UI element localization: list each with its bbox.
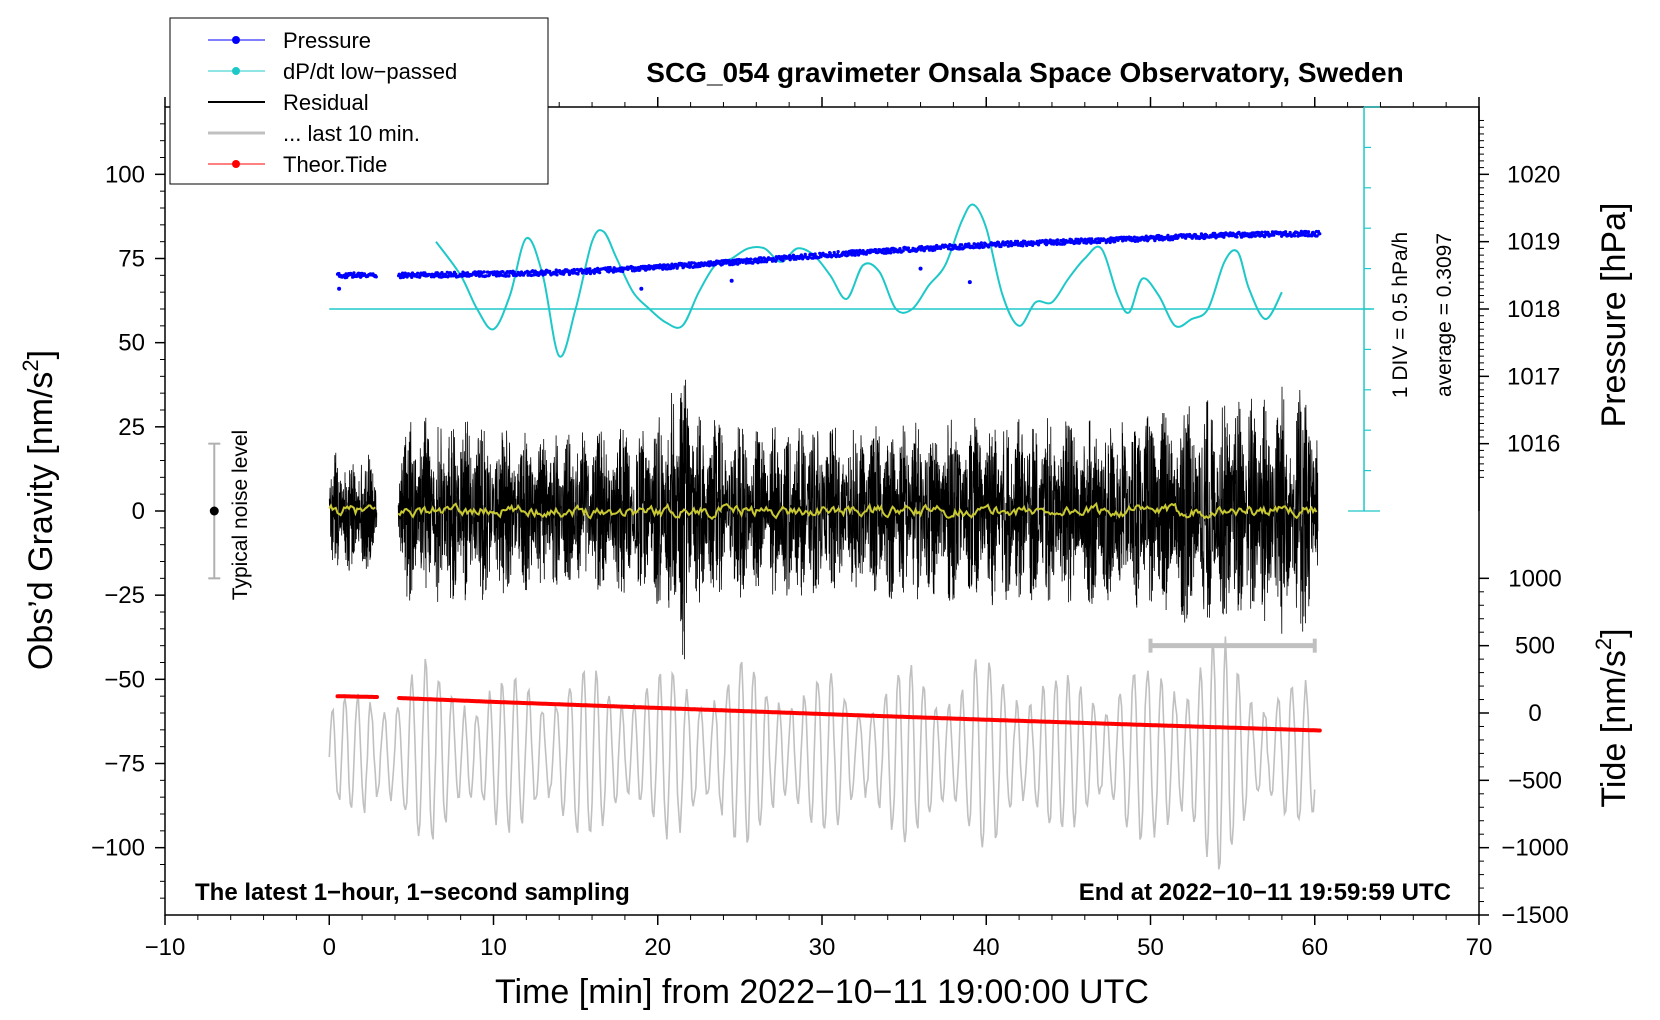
theor-tide-series (335, 694, 1322, 733)
pressure-tick-label: 1019 (1507, 229, 1560, 256)
pressure-tick-label: 1018 (1507, 296, 1560, 323)
tide-axis-label-main: Tide [nm/s (1595, 650, 1633, 807)
running-mean-series (328, 501, 1318, 521)
left-y-axis-label: Obs’d Gravity [nm/s2] (18, 350, 60, 670)
legend-residual-label: Residual (283, 90, 369, 115)
left-y-axis-label-main: Obs’d Gravity [nm/s (22, 372, 60, 671)
pressure-outlier (729, 278, 734, 283)
legend-last10-label: ... last 10 min. (283, 121, 420, 146)
y-tick-label: −75 (104, 751, 145, 778)
x-axis: −10 0 10 20 30 40 50 60 70 (145, 97, 1493, 961)
bottom-left-note: The latest 1−hour, 1−second sampling (195, 879, 630, 906)
running-mean-line (328, 503, 376, 517)
tide-tick-label: −1000 (1501, 835, 1568, 862)
x-axis-label: Time [min] from 2022−10−11 19:00:00 UTC (495, 973, 1149, 1011)
legend-dpdt-dot (232, 67, 240, 75)
x-tick-label: 70 (1466, 934, 1493, 961)
y-tick-label: −100 (91, 835, 145, 862)
auxiliary-marks (208, 106, 1381, 653)
legend-pressure-label: Pressure (283, 28, 371, 53)
y-tick-label: 100 (105, 161, 145, 188)
residual-line (328, 452, 378, 571)
y-tick-label: −50 (104, 666, 145, 693)
dpdt-average-label: average = 0.3097 (1433, 233, 1456, 397)
y-tick-label: 25 (118, 414, 145, 441)
pressure-tick-label: 1017 (1507, 363, 1560, 390)
dpdt-div-label: 1 DIV = 0.5 hPa/h (1389, 232, 1412, 398)
running-mean-line (397, 501, 1318, 521)
legend: Pressure dP/dt low−passed Residual ... l… (169, 17, 549, 185)
bottom-right-note: End at 2022−10−11 19:59:59 UTC (1079, 879, 1451, 906)
pressure-outlier (918, 266, 923, 271)
pressure-tick-label: 1020 (1507, 161, 1560, 188)
x-tick-label: −10 (145, 934, 186, 961)
legend-dpdt-label: dP/dt low−passed (283, 59, 457, 84)
pressure-outlier (639, 286, 644, 291)
pressure-outlier (967, 280, 972, 285)
legend-pressure-dot (232, 36, 240, 44)
x-tick-label: 0 (323, 934, 336, 961)
tide-tick-label: 0 (1528, 700, 1541, 727)
x-tick-label: 40 (973, 934, 1000, 961)
tide-axis-label-sup: 2 (1591, 638, 1616, 650)
y-tick-label: 75 (118, 246, 145, 273)
tide-axis-label: Tide [nm/s2] (1591, 628, 1633, 807)
y-tick-label: 50 (118, 330, 145, 357)
legend-tide-label: Theor.Tide (283, 152, 387, 177)
dpdt-series (435, 203, 1283, 358)
x-tick-label: 20 (644, 934, 671, 961)
noise-center-dot (209, 506, 219, 516)
left-y-axis-label-sup: 2 (18, 359, 43, 371)
theor-tide-line (335, 694, 1322, 733)
pressure-axis-label: Pressure [hPa] (1595, 203, 1633, 428)
left-y-axis-label-end: ] (22, 350, 60, 359)
x-tick-label: 50 (1137, 934, 1164, 961)
x-tick-label: 30 (809, 934, 836, 961)
last10-line (328, 636, 1316, 870)
pressure-series (335, 229, 1322, 291)
left-y-axis: 100 75 50 25 0 −25 −50 −75 −100 (91, 123, 165, 899)
tide-tick-label: −500 (1508, 767, 1562, 794)
last-10-min-series (328, 636, 1316, 870)
dpdt-line (435, 203, 1283, 358)
pressure-dots (335, 229, 1322, 280)
pressure-tick-label: 1016 (1507, 431, 1560, 458)
x-tick-label: 10 (480, 934, 507, 961)
legend-tide-dot (232, 160, 240, 168)
tide-tick-label: −1500 (1501, 902, 1568, 929)
tide-axis: 1000 500 0 −500 −1000 −1500 (1479, 565, 1569, 929)
pressure-axis: 1020 1019 1018 1017 1016 (1478, 107, 1560, 511)
tide-tick-label: 500 (1515, 633, 1555, 660)
y-tick-label: −25 (104, 582, 145, 609)
y-tick-label: 0 (132, 498, 145, 525)
residual-line (397, 379, 1319, 660)
chart-title: SCG_054 gravimeter Onsala Space Observat… (646, 57, 1403, 88)
residual-series (328, 379, 1319, 660)
x-tick-label: 60 (1301, 934, 1328, 961)
tide-tick-label: 1000 (1508, 565, 1561, 592)
noise-level-label: Typical noise level (229, 430, 252, 600)
pressure-outlier (337, 286, 342, 291)
tide-axis-label-end: ] (1595, 628, 1633, 637)
